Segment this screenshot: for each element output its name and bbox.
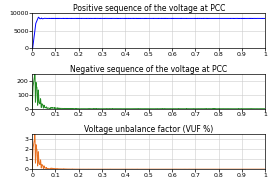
Title: Voltage unbalance factor (VUF %): Voltage unbalance factor (VUF %) — [84, 125, 213, 134]
Title: Negative sequence of the voltage at PCC: Negative sequence of the voltage at PCC — [70, 64, 227, 74]
Title: Positive sequence of the voltage at PCC: Positive sequence of the voltage at PCC — [73, 4, 225, 13]
